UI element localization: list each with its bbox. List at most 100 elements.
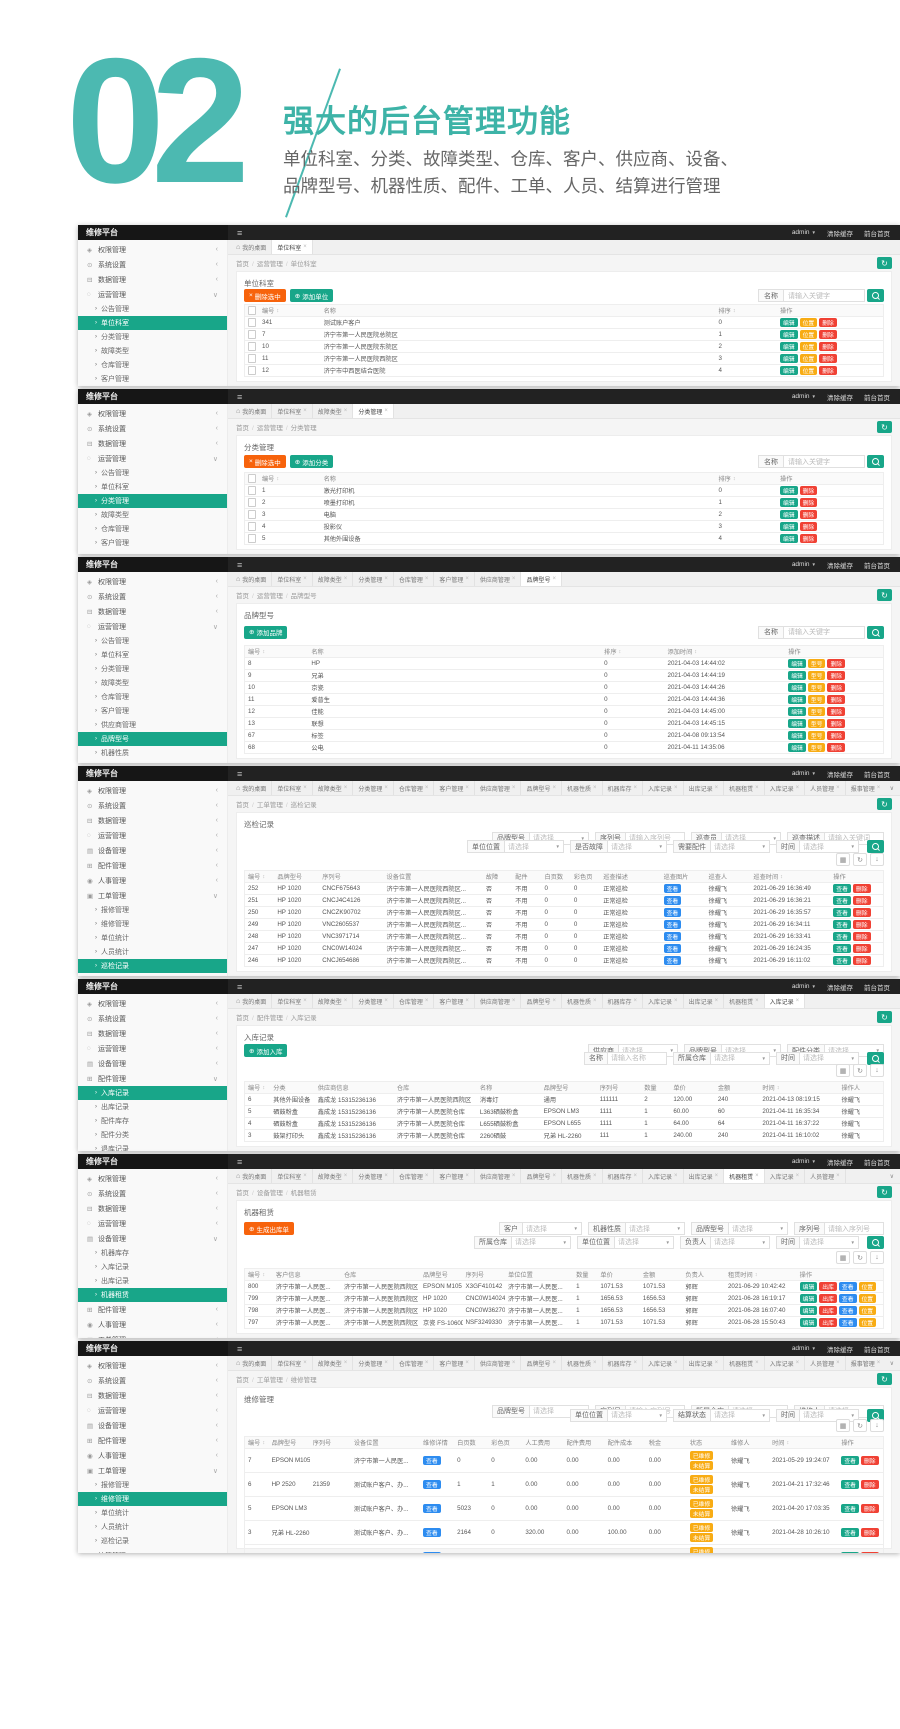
column-header[interactable]: 巡查人 ↕	[708, 874, 728, 881]
close-icon[interactable]: ×	[511, 1360, 516, 1366]
sidebar-subitem[interactable]: › 退库记录	[95, 1146, 129, 1151]
sidebar-group[interactable]: ⊙ 系统设置 ‹	[87, 425, 218, 433]
column-header[interactable]: 金额 ↕	[717, 1085, 731, 1092]
column-header[interactable]: 编号 ↕	[248, 873, 266, 882]
row-action-button[interactable]: 出库	[819, 1318, 837, 1327]
close-icon[interactable]: ×	[633, 1173, 638, 1179]
tab[interactable]: ⌂ 供应商管理 ×	[475, 1356, 522, 1370]
row-action-button[interactable]: 位置	[799, 342, 818, 351]
breadcrumb-item[interactable]: 单位科室	[283, 258, 317, 268]
row-checkbox[interactable]	[248, 522, 256, 531]
filter-control[interactable]: 请选择▼	[615, 1235, 674, 1249]
close-icon[interactable]: ×	[343, 998, 348, 1004]
table-tool-button[interactable]: ▦	[836, 1064, 850, 1077]
sidebar-subitem[interactable]: › 单位科室	[95, 652, 129, 659]
tab[interactable]: ⌂ 机器性质 ×	[562, 994, 603, 1008]
column-header[interactable]: 状态 ↕	[689, 1440, 703, 1447]
column-header[interactable]: 编号 ↕	[248, 1271, 266, 1280]
close-icon[interactable]: ×	[465, 785, 469, 791]
sidebar-subitem[interactable]: › 配件分类	[95, 1132, 129, 1139]
clear-cache-link[interactable]: 清除缓存	[827, 394, 853, 402]
row-action-button[interactable]: 型号	[807, 707, 826, 716]
tab[interactable]: ⌂ 客户管理 ×	[434, 994, 475, 1008]
sidebar-subitem[interactable]: › 单位科室	[78, 316, 227, 330]
sidebar-group[interactable]: ◌ 运营管理 ‹	[87, 1220, 218, 1228]
close-icon[interactable]: ×	[343, 1173, 348, 1179]
cell-view-button[interactable]: 查看	[663, 884, 682, 893]
table-tool-button[interactable]: ▦	[836, 853, 850, 866]
filter-field[interactable]: 所属仓库 请选择▼	[474, 1235, 571, 1249]
close-icon[interactable]: ×	[714, 1173, 719, 1179]
row-action-button[interactable]: 查看	[838, 1318, 857, 1327]
sidebar-group[interactable]: ⊕ 结算管理 ‹	[78, 973, 227, 976]
sidebar-subitem[interactable]: › 单位科室	[95, 484, 129, 491]
row-action-button[interactable]: 删除	[827, 731, 846, 740]
tab[interactable]: ⌂ 入库记录 ×	[643, 1356, 684, 1370]
column-header[interactable]: 负责人 ↕	[685, 1272, 704, 1279]
close-icon[interactable]: ×	[303, 408, 307, 414]
tab[interactable]: ⌂ 故障类型 ×	[313, 404, 354, 418]
breadcrumb-item[interactable]: 配件管理	[249, 1012, 283, 1022]
column-header[interactable]: 编号 ↕	[248, 1439, 266, 1448]
filter-field[interactable]: ▼	[865, 1051, 884, 1065]
column-header[interactable]: 操作 ↕	[780, 308, 793, 315]
close-icon[interactable]: ×	[511, 1173, 516, 1179]
sidebar-subitem[interactable]: › 巡检记录	[95, 1538, 129, 1545]
row-action-button[interactable]: 型号	[807, 695, 826, 704]
sort-icon[interactable]: ↕	[786, 1439, 790, 1446]
refresh-button[interactable]: ↻	[877, 798, 892, 810]
sort-icon[interactable]: ↕	[694, 648, 698, 655]
tab[interactable]: ⌂ 机器租赁 ×	[724, 994, 765, 1008]
close-icon[interactable]: ×	[592, 1360, 597, 1366]
row-action-button[interactable]: 删除	[827, 707, 846, 716]
filter-field[interactable]: 序列号 请输入序列号▼	[794, 1222, 884, 1236]
row-action-button[interactable]: 位置	[858, 1282, 877, 1291]
tab[interactable]: ⌂ 机器租赁 ×	[724, 1169, 765, 1183]
clear-cache-link[interactable]: 清除缓存	[827, 984, 853, 992]
sidebar-group-open[interactable]: ◌ 运营管理 ∨	[87, 623, 218, 631]
tab[interactable]: ⌂ 机器性质 ×	[562, 1169, 603, 1183]
tab[interactable]: ⌂ 我的桌面 ×	[231, 781, 273, 795]
column-header[interactable]: 品牌型号 ↕	[423, 1272, 448, 1279]
row-action-button[interactable]: 编辑	[799, 1306, 818, 1315]
tab[interactable]: ⌂ 我的桌面 ×	[231, 1169, 273, 1183]
close-icon[interactable]: ×	[303, 576, 307, 582]
row-action-button[interactable]: 删除	[827, 683, 846, 692]
row-action-button[interactable]: 删除	[819, 318, 837, 327]
column-header[interactable]: 巡查时间 ↕	[753, 873, 783, 882]
close-icon[interactable]: ×	[795, 998, 800, 1004]
menu-toggle-icon[interactable]: ≡	[237, 559, 243, 570]
table-tool-button[interactable]: ↓	[870, 853, 884, 866]
row-action-button[interactable]: 删除	[799, 486, 818, 495]
toolbar-button[interactable]: ⊕ 添加品牌	[244, 625, 288, 639]
close-icon[interactable]: ×	[674, 998, 678, 1004]
close-icon[interactable]: ×	[343, 785, 348, 791]
breadcrumb-item[interactable]: 入库记录	[283, 1012, 317, 1022]
close-icon[interactable]: ×	[795, 1360, 800, 1366]
tab[interactable]: ⌂ 单位科室 ×	[272, 1356, 313, 1370]
row-action-button[interactable]: 删除	[827, 743, 846, 752]
close-icon[interactable]: ×	[552, 1360, 556, 1366]
table-tool-button[interactable]: ↻	[853, 853, 867, 866]
row-action-button[interactable]: 删除	[852, 884, 871, 893]
tab[interactable]: ⌂ 人员管理 ×	[805, 781, 846, 795]
table-tool-button[interactable]: ↻	[853, 1419, 867, 1432]
row-checkbox[interactable]	[248, 498, 256, 507]
filter-field[interactable]: 结算状态 请选择 ▼	[673, 1408, 770, 1422]
tab[interactable]: ⌂ 单位科室 ×	[272, 240, 313, 254]
user-menu[interactable]: admin ▼	[791, 1158, 816, 1165]
row-action-button[interactable]: 删除	[799, 510, 818, 519]
close-icon[interactable]: ×	[465, 576, 469, 582]
tab[interactable]: ⌂ 分类管理 ×	[353, 572, 394, 586]
close-icon[interactable]: ×	[343, 1360, 348, 1366]
sidebar-group[interactable]: ◈ 权限管理 ‹	[87, 246, 218, 254]
row-action-button[interactable]: 删除	[827, 659, 846, 668]
filter-control[interactable]: 请选择▼	[523, 1222, 582, 1236]
sidebar-group[interactable]: ⊟ 数据管理 ‹	[87, 1030, 218, 1038]
column-header[interactable]: 编号 ↕	[248, 1084, 266, 1093]
sidebar-group[interactable]: ⊟ 数据管理 ‹	[87, 440, 218, 448]
row-action-button[interactable]: 编辑	[788, 719, 806, 728]
close-icon[interactable]: ×	[876, 785, 881, 791]
tab[interactable]: ⌂ 分类管理 ×	[353, 781, 394, 795]
column-header[interactable]: 巡查描述 ↕	[603, 874, 628, 881]
